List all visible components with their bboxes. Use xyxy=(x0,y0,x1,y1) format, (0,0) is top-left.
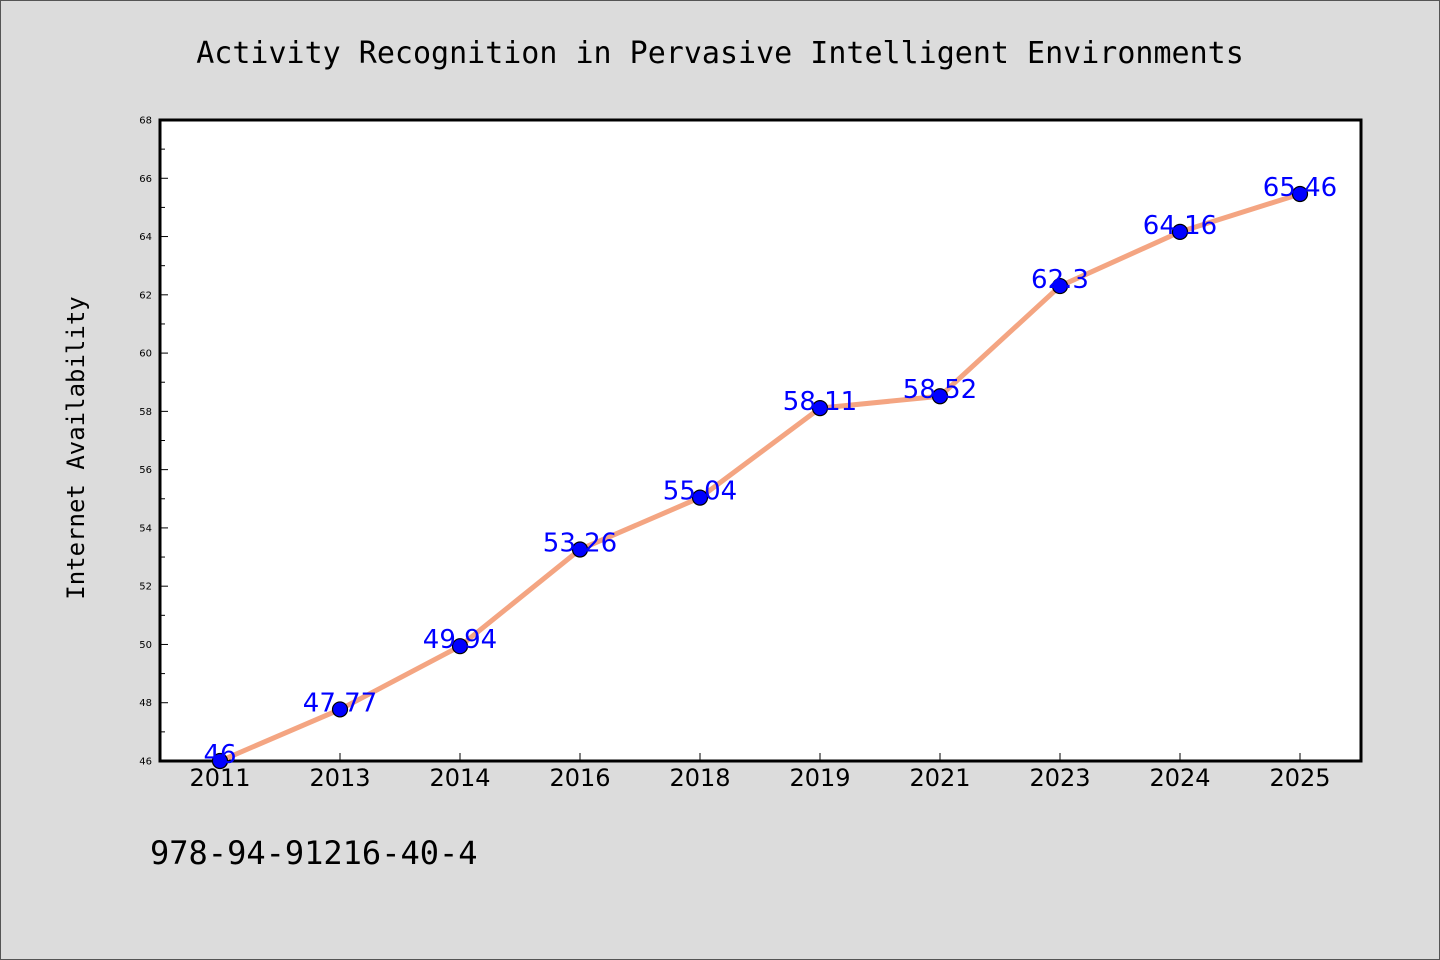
data-label: 64.16 xyxy=(1143,211,1217,241)
y-tick-label: 56 xyxy=(139,465,152,476)
x-tick-label: 2013 xyxy=(309,764,370,792)
data-point xyxy=(451,638,469,655)
x-tick-label: 2018 xyxy=(669,764,730,792)
x-tick-label: 2014 xyxy=(429,764,490,792)
x-tick-label: 2016 xyxy=(549,764,610,792)
y-axis-ticks: 46 48 50 52 54 56 58 60 62 64 66 68 xyxy=(139,116,168,768)
y-tick-label: 50 xyxy=(139,640,152,651)
y-axis-label: Internet Availability xyxy=(62,296,90,599)
isbn-label: 978-94-91216-40-4 xyxy=(150,834,478,872)
y-tick-label: 58 xyxy=(139,407,152,418)
series-group: 46 47.77 49.94 53.26 55.04 58.11 58.52 62.3 64.1… xyxy=(203,173,1337,770)
data-label: 53.26 xyxy=(543,528,617,558)
x-tick-label: 2021 xyxy=(909,764,970,792)
data-label: 47.77 xyxy=(303,688,377,718)
y-tick-label: 46 xyxy=(139,757,152,768)
data-point xyxy=(1291,185,1309,203)
x-tick-label: 2024 xyxy=(1149,764,1210,792)
chart-title: Activity Recognition in Pervasive Intell… xyxy=(196,36,1244,71)
y-tick-label: 54 xyxy=(139,523,152,534)
data-point xyxy=(691,489,709,506)
plot-area xyxy=(158,118,1363,763)
data-label: 49.94 xyxy=(423,625,497,655)
data-label: 58.11 xyxy=(783,387,857,417)
data-label: 58.52 xyxy=(903,375,977,405)
x-tick-label: 2025 xyxy=(1269,764,1330,792)
series-line xyxy=(217,191,1303,764)
data-point xyxy=(1171,223,1189,240)
x-tick-label: 2019 xyxy=(789,764,850,792)
y-tick-label: 52 xyxy=(139,582,152,593)
x-tick-label: 2023 xyxy=(1029,764,1090,792)
y-tick-label: 62 xyxy=(139,290,152,301)
data-point xyxy=(211,752,229,770)
data-label: 46 xyxy=(203,740,236,770)
y-tick-label: 66 xyxy=(139,174,152,185)
data-point xyxy=(811,400,829,417)
y-tick-label: 60 xyxy=(139,349,152,360)
y-tick-label: 64 xyxy=(139,232,152,243)
data-point xyxy=(931,388,949,405)
data-label: 62.3 xyxy=(1031,265,1089,295)
y-tick-label: 68 xyxy=(139,116,152,127)
data-point xyxy=(571,541,589,558)
y-tick-label: 48 xyxy=(139,698,152,709)
data-label: 55.04 xyxy=(663,477,737,507)
data-point xyxy=(331,701,349,718)
data-label: 65.46 xyxy=(1263,173,1337,203)
data-point xyxy=(1051,277,1069,295)
